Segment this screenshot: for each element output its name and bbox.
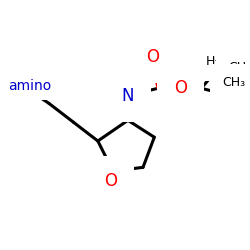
Text: N: N — [122, 87, 134, 105]
Text: O: O — [104, 172, 118, 190]
Text: amino: amino — [8, 80, 52, 94]
Text: O: O — [146, 48, 159, 66]
Text: O: O — [174, 79, 187, 97]
Text: amino: amino — [22, 90, 27, 91]
Text: CH₃: CH₃ — [228, 61, 250, 74]
Text: amino: amino — [34, 87, 38, 88]
Text: CH₃: CH₃ — [223, 76, 246, 89]
Text: H₃C: H₃C — [206, 56, 229, 68]
